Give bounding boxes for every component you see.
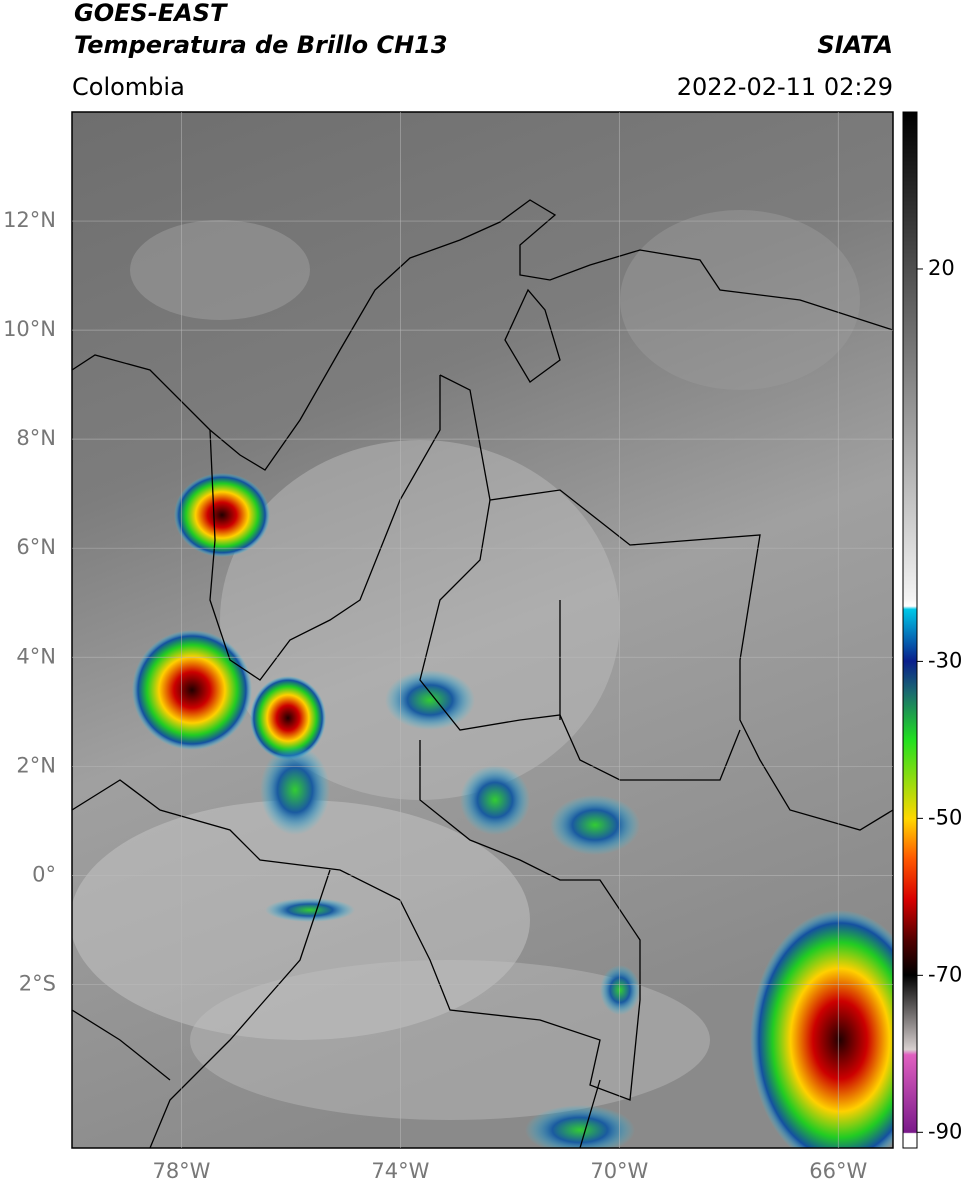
y-tick-label: 2°N xyxy=(16,753,56,777)
colorbar-tick-label: -30 xyxy=(928,648,962,672)
y-tick-label: 0° xyxy=(32,862,56,886)
x-tick-label: 66°W xyxy=(809,1159,867,1183)
x-tick-label: 70°W xyxy=(590,1159,648,1183)
y-tick-label: 8°N xyxy=(16,426,56,450)
colorbar xyxy=(902,111,918,1149)
source: SIATA xyxy=(817,31,893,59)
region: Colombia xyxy=(72,73,185,101)
y-tick-label: 2°S xyxy=(19,971,56,995)
y-tick-label: 10°N xyxy=(3,317,56,341)
map-image xyxy=(72,112,893,1148)
x-tick-label: 78°W xyxy=(152,1159,210,1183)
colorbar-tick-label: -90 xyxy=(928,1119,962,1143)
title: GOES-EAST xyxy=(74,0,228,27)
y-tick-label: 12°N xyxy=(3,208,56,232)
colorbar-tick-label: -50 xyxy=(928,805,962,829)
x-tick-label: 74°W xyxy=(371,1159,429,1183)
datetime: 2022-02-11 02:29 xyxy=(677,73,893,101)
subtitle: Temperatura de Brillo CH13 xyxy=(74,31,448,59)
colorbar-tick-label: -70 xyxy=(928,962,962,986)
colorbar-tick-label: 20 xyxy=(928,256,955,280)
y-tick-label: 4°N xyxy=(16,644,56,668)
y-tick-label: 6°N xyxy=(16,535,56,559)
map-frame xyxy=(71,111,894,1149)
